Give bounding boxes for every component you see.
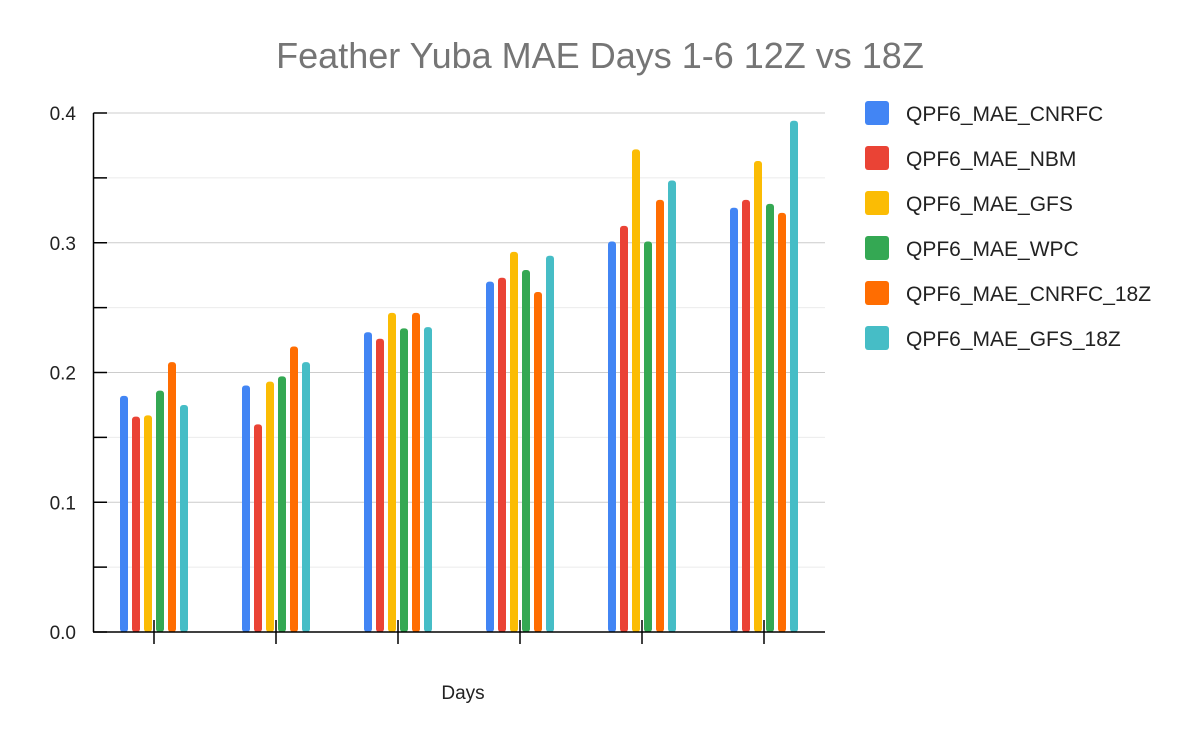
legend-swatch: [865, 146, 889, 170]
legend-item[interactable]: QPF6_MAE_WPC: [865, 236, 1079, 261]
bar-qpf6-mae-gfs-18z: [790, 120, 798, 632]
legend-label-line: QPF6_MAE_NBM: [906, 148, 1076, 171]
bar-qpf6-mae-nbm: [620, 225, 628, 632]
bar-qpf6-mae-wpc: [156, 390, 164, 632]
bar-qpf6-mae-nbm: [132, 416, 140, 632]
bar-qpf6-mae-gfs-18z: [668, 180, 676, 632]
bar-qpf6-mae-nbm: [254, 424, 262, 632]
gridlines: [93, 112, 825, 568]
bar-qpf6-mae-cnrfc: [608, 241, 616, 632]
legend-label-line: QPF6_MAE_GFS_18Z: [906, 328, 1121, 351]
legend-swatch: [865, 326, 889, 350]
bar-qpf6-mae-cnrfc-18z: [412, 312, 420, 632]
bar-qpf6-mae-cnrfc: [364, 332, 372, 632]
y-tick-label: 0.1: [50, 493, 76, 514]
legend-label: QPF6_MAE_GFS: [906, 193, 1073, 216]
bar-qpf6-mae-wpc: [522, 269, 530, 632]
legend-swatch: [865, 236, 889, 260]
bar-qpf6-mae-gfs: [754, 161, 762, 632]
bar-qpf6-mae-gfs: [266, 381, 274, 632]
y-tick-label: 0.2: [50, 364, 76, 385]
legend[interactable]: QPF6_MAE_CNRFC QPF6_MAE_NBM QPF6_MAE_GFS QP…: [865, 101, 1151, 351]
x-axis-title: Days: [441, 683, 484, 704]
legend-label-line: QPF6_MAE_CNRFC: [906, 103, 1103, 126]
bar-qpf6-mae-cnrfc-18z: [656, 199, 664, 632]
bar-qpf6-mae-cnrfc-18z: [290, 346, 298, 632]
bar-qpf6-mae-gfs-18z: [302, 362, 310, 632]
y-tick-label: 0.4: [50, 104, 77, 125]
bar-qpf6-mae-cnrfc: [120, 395, 128, 632]
chart-title: Feather Yuba MAE Days 1-6 12Z vs 18Z: [276, 35, 924, 76]
bar-qpf6-mae-nbm: [498, 277, 506, 632]
bar-qpf6-mae-cnrfc-18z: [778, 212, 786, 632]
bar-qpf6-mae-cnrfc: [242, 385, 250, 632]
legend-item[interactable]: QPF6_MAE_CNRFC: [865, 101, 1103, 126]
legend-swatch: [865, 281, 889, 305]
bar-qpf6-mae-cnrfc-18z: [168, 362, 176, 632]
bar-qpf6-mae-gfs: [510, 251, 518, 632]
bar-qpf6-mae-wpc: [644, 241, 652, 632]
legend-item[interactable]: QPF6_MAE_CNRFC_18Z: [865, 281, 1151, 306]
legend-label: QPF6_MAE_WPC: [906, 238, 1079, 261]
legend-label-line: QPF6_MAE_GFS: [906, 193, 1073, 216]
bar-qpf6-mae-gfs: [388, 312, 396, 632]
bar-qpf6-mae-gfs-18z: [424, 327, 432, 632]
bar-qpf6-mae-cnrfc: [486, 281, 494, 632]
legend-item[interactable]: QPF6_MAE_NBM: [865, 146, 1076, 171]
legend-swatch: [865, 101, 889, 125]
bar-qpf6-mae-gfs-18z: [180, 404, 188, 632]
bars: [120, 120, 798, 632]
legend-label: QPF6_MAE_NBM: [906, 148, 1076, 171]
legend-label: QPF6_MAE_CNRFC_18Z: [906, 283, 1151, 306]
legend-label: QPF6_MAE_GFS_18Z: [906, 328, 1121, 351]
bar-qpf6-mae-wpc: [400, 328, 408, 632]
bar-qpf6-mae-nbm: [376, 338, 384, 632]
y-tick-label: 0.0: [50, 623, 76, 644]
legend-label: QPF6_MAE_CNRFC: [906, 103, 1103, 126]
bar-qpf6-mae-gfs: [632, 149, 640, 632]
legend-item[interactable]: QPF6_MAE_GFS_18Z: [865, 326, 1121, 351]
bar-qpf6-mae-nbm: [742, 199, 750, 632]
y-tick-label: 0.3: [50, 234, 76, 255]
bar-qpf6-mae-cnrfc: [730, 207, 738, 632]
legend-item[interactable]: QPF6_MAE_GFS: [865, 191, 1073, 216]
legend-label-line: QPF6_MAE_WPC: [906, 238, 1079, 261]
legend-swatch: [865, 191, 889, 215]
bar-qpf6-mae-wpc: [766, 203, 774, 632]
bar-qpf6-mae-gfs: [144, 415, 152, 632]
bar-qpf6-mae-wpc: [278, 376, 286, 632]
legend-label-line: QPF6_MAE_CNRFC_18Z: [906, 283, 1151, 306]
bar-qpf6-mae-gfs-18z: [546, 255, 554, 632]
axes: 0.0 0.1 0.2 0.3 0.4: [50, 104, 825, 644]
bar-qpf6-mae-cnrfc-18z: [534, 292, 542, 632]
